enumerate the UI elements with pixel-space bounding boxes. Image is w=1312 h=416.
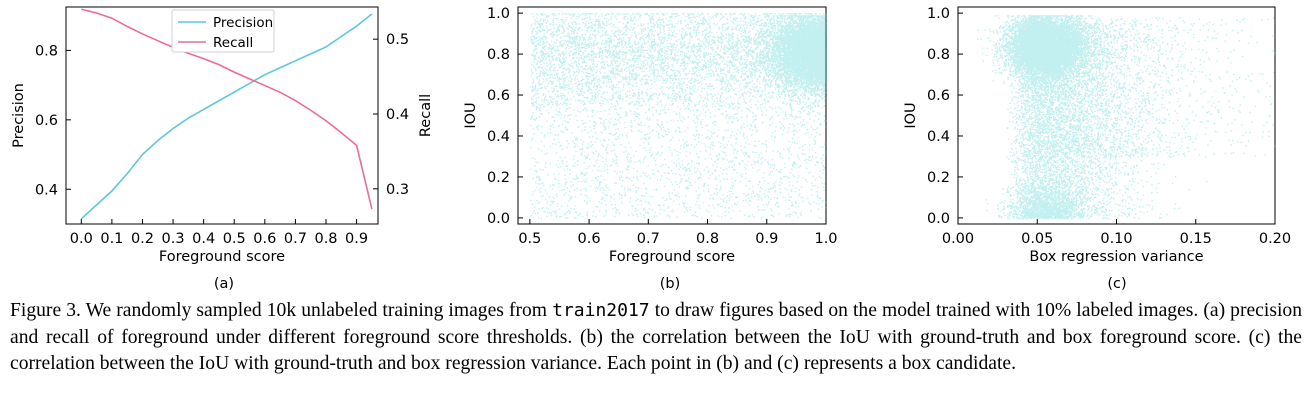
y2-tick-label: 0.4	[386, 107, 409, 123]
panel-b-scatter-chart: 0.5 0.6 0.7 0.8 0.9 1.0 0.0 0.2 0.4 0.6 0.8 1.0 Fore…	[463, 6, 838, 292]
y-tick-label: 0.0	[487, 211, 510, 227]
caption-code: train2017	[552, 300, 650, 321]
x-tick-label: 0.4	[192, 231, 215, 247]
y-tick-label: 1.0	[487, 6, 510, 22]
y2-tick-label: 0.5	[386, 32, 409, 48]
y-tick-label: 0.8	[927, 47, 950, 63]
y-axis-label: Precision	[11, 83, 27, 148]
x-tick-label: 1.0	[814, 231, 837, 247]
x-tick-label: 0.6	[253, 231, 276, 247]
x-tick-label: 0.05	[1021, 231, 1053, 247]
figure-3: 0.0 0.1 0.2 0.3 0.4 0.5 0.6 0.7 0.8 0.9 0.4 0.6 0.8 F…	[11, 6, 1291, 292]
y-tick-label: 1.0	[927, 6, 950, 22]
series-line-precision	[80, 13, 373, 220]
x-tick-label: 0.9	[345, 231, 368, 247]
y-tick-label: 0.4	[487, 129, 510, 145]
caption-text-1: Figure 3. We randomly sampled 10k unlabe…	[10, 300, 553, 321]
y-tick-label: 0.8	[487, 47, 510, 63]
y-tick-label: 0.0	[927, 211, 950, 227]
x-tick-label: 0.9	[755, 231, 778, 247]
y-tick-label: 0.2	[927, 170, 950, 186]
y-tick-label: 0.8	[35, 43, 58, 59]
x-tick-label: 0.1	[100, 231, 123, 247]
x-tick-label: 0.5	[223, 231, 246, 247]
y-axis-label: IOU	[903, 102, 919, 128]
x-tick-label: 0.2	[131, 231, 154, 247]
y-tick-label: 0.4	[927, 129, 950, 145]
panel-label: (a)	[214, 276, 234, 292]
panel-label: (c)	[1107, 276, 1126, 292]
x-tick-label: 0.15	[1180, 231, 1212, 247]
x-axis-label: Foreground score	[159, 249, 285, 265]
scatter-points	[529, 13, 828, 220]
x-axis-label: Box regression variance	[1029, 249, 1203, 265]
panel-a-line-chart: 0.0 0.1 0.2 0.3 0.4 0.5 0.6 0.7 0.8 0.9 0.4 0.6 0.8 F…	[11, 6, 434, 292]
panel-label: (b)	[660, 276, 681, 292]
legend-entry: Precision	[213, 15, 273, 31]
x-tick-label: 0.0	[70, 231, 93, 247]
x-tick-label: 0.10	[1100, 231, 1132, 247]
x-tick-label: 0.8	[696, 231, 719, 247]
scatter-points	[977, 15, 1276, 220]
x-tick-label: 0.3	[162, 231, 185, 247]
y-tick-label: 0.2	[487, 170, 510, 186]
x-tick-label: 0.8	[314, 231, 337, 247]
x-tick-label: 0.6	[578, 231, 601, 247]
plot-frame	[517, 6, 827, 225]
y-tick-label: 0.4	[35, 182, 58, 198]
x-tick-label: 0.00	[942, 231, 974, 247]
figure-caption: Figure 3. We randomly sampled 10k unlabe…	[10, 298, 1302, 378]
y-tick-label: 0.6	[927, 88, 950, 104]
y-tick-label: 0.6	[487, 88, 510, 104]
panel-c-scatter-chart: 0.00 0.05 0.10 0.15 0.20 0.0 0.2 0.4 0.6 0.8 1.0 Bo…	[903, 6, 1291, 292]
plot-frame	[65, 6, 379, 225]
y2-tick-label: 0.3	[386, 182, 409, 198]
legend-entry: Recall	[213, 35, 253, 51]
y-tick-label: 0.6	[35, 113, 58, 129]
y2-axis-label: Recall	[418, 94, 434, 137]
y-axis-label: IOU	[463, 102, 479, 128]
x-tick-label: 0.20	[1259, 231, 1291, 247]
x-tick-label: 0.7	[637, 231, 660, 247]
caption-text-2: to draw figures based on the model train…	[10, 300, 1302, 374]
x-axis-label: Foreground score	[609, 249, 735, 265]
legend: Precision Recall	[171, 9, 275, 53]
x-tick-label: 0.7	[284, 231, 307, 247]
series-line-recall	[81, 8, 373, 210]
x-tick-label: 0.5	[518, 231, 541, 247]
